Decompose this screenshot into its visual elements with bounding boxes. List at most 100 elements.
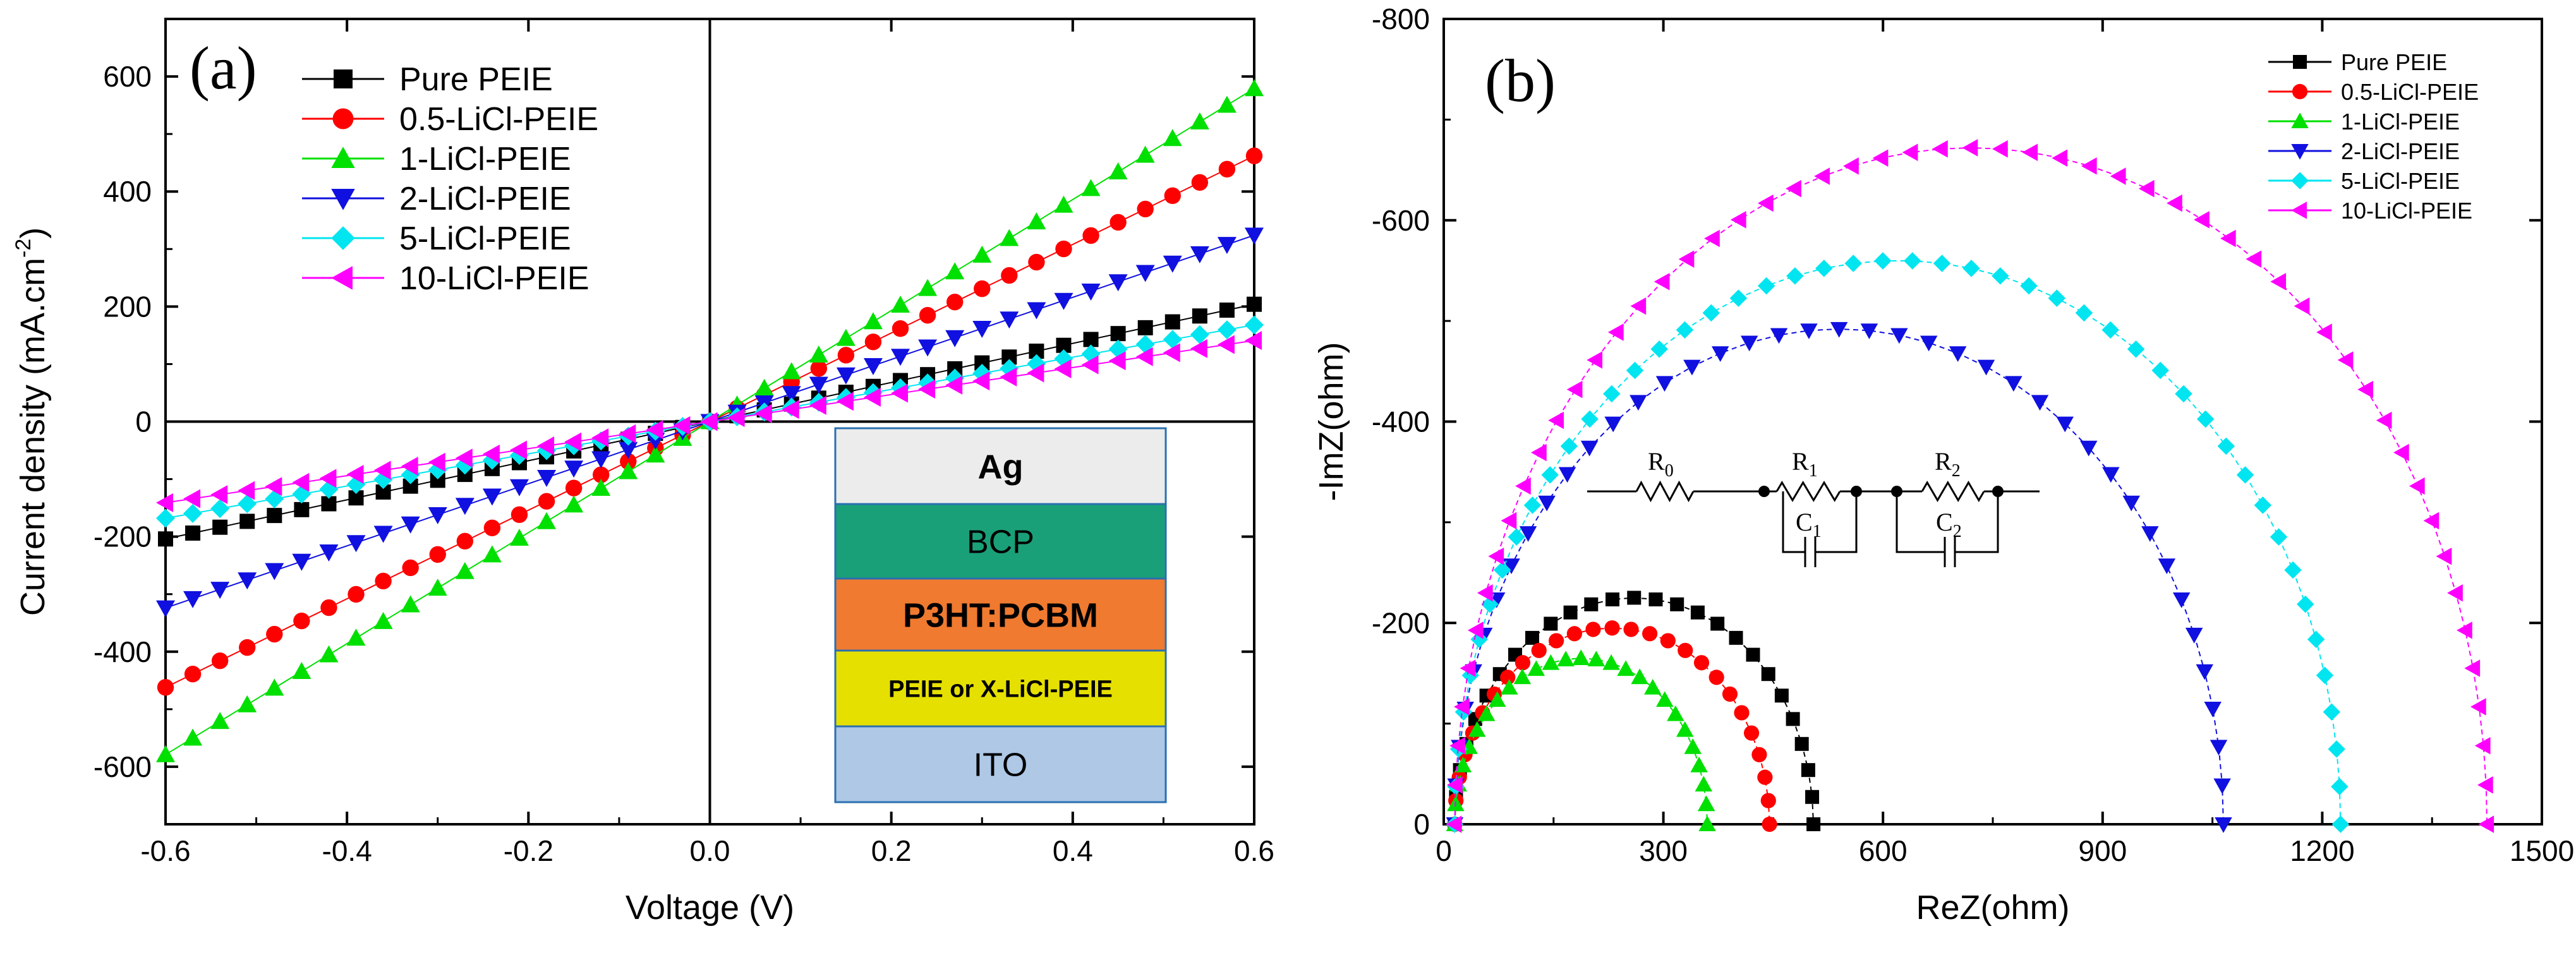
data-point (564, 460, 584, 478)
data-point (509, 440, 527, 460)
legend-label: 1-LiCl-PEIE (399, 141, 571, 177)
legend-marker (331, 226, 355, 250)
layer-label: BCP (967, 524, 1034, 561)
data-point (428, 507, 447, 525)
data-point (482, 488, 502, 506)
data-point (1890, 328, 1908, 344)
data-point (1655, 376, 1674, 392)
label-r1-base: R (1792, 447, 1809, 476)
data-point (972, 320, 992, 338)
data-point (1933, 255, 1951, 272)
data-point (1644, 678, 1662, 695)
data-point (1137, 320, 1153, 335)
data-point (646, 445, 665, 463)
data-point (565, 479, 583, 496)
data-point (185, 525, 201, 541)
data-point (1746, 647, 1760, 662)
data-point (2213, 778, 2231, 795)
data-point (2048, 289, 2066, 307)
data-point (2436, 548, 2452, 565)
data-point (1488, 548, 1504, 565)
data-point (892, 320, 909, 337)
y-tick-label: 400 (103, 175, 152, 208)
legend-marker (2293, 55, 2307, 69)
data-point (1604, 416, 1622, 433)
data-point (1544, 616, 1558, 631)
series-1-licl-peie (1446, 649, 1716, 831)
data-point (293, 612, 310, 630)
data-point (1108, 162, 1128, 180)
data-point (2079, 440, 2098, 457)
data-point (1217, 95, 1237, 113)
data-point (1902, 143, 1918, 161)
data-point (1602, 654, 1620, 670)
data-point (2075, 304, 2093, 322)
data-point (1488, 691, 1506, 707)
data-point (292, 553, 311, 571)
x-tick-label: 1500 (2510, 834, 2574, 867)
y-axis-title-end: ) (14, 227, 52, 239)
data-point (1572, 649, 1590, 666)
legend-marker (2291, 144, 2309, 160)
data-point (2236, 466, 2254, 484)
data-point (238, 481, 255, 500)
data-point (2477, 776, 2493, 794)
data-point (1477, 705, 1496, 721)
data-point (184, 666, 202, 683)
data-point (1722, 686, 1738, 702)
series-0-5-licl-peie (1447, 620, 1777, 832)
data-point (1082, 227, 1099, 244)
y-axis-title-superscript: -2 (11, 239, 35, 258)
layer-label: ITO (974, 747, 1028, 784)
data-point (591, 451, 611, 469)
data-point (482, 545, 502, 563)
x-tick-label: 0.2 (871, 834, 912, 867)
data-point (1627, 591, 1642, 605)
label-c2-base: C (1936, 508, 1953, 536)
panel-a-chart: -0.6 -0.4 -0.2 0.0 0.2 0.4 0.6 -600 -400 -200 0 200… (11, 18, 1274, 927)
series-10-licl-peie (156, 331, 1262, 512)
data-point (1650, 340, 1668, 358)
data-point (1729, 630, 1743, 645)
data-point (1027, 302, 1046, 320)
data-point (593, 466, 610, 483)
layer-bcp (834, 503, 1167, 580)
data-point (2464, 659, 2481, 677)
label-r2-base: R (1935, 447, 1952, 476)
data-point (156, 600, 175, 618)
data-point (402, 559, 419, 577)
data-point (1217, 335, 1235, 354)
data-point (1054, 195, 1073, 213)
data-point (1729, 289, 1748, 307)
data-point (319, 544, 339, 562)
data-point (1500, 678, 1518, 695)
legend-marker (2291, 201, 2307, 219)
label-c1: C1 (1796, 508, 1822, 541)
data-point (1786, 712, 1800, 726)
legend-label: 1-LiCl-PEIE (2341, 109, 2460, 135)
data-point (455, 562, 475, 579)
data-point (211, 652, 229, 670)
data-point (1774, 688, 1789, 703)
data-point (891, 383, 909, 403)
label-r2: R2 (1935, 447, 1961, 481)
data-point (2246, 250, 2262, 268)
data-point (809, 376, 828, 394)
legend-label: 5-LiCl-PEIE (399, 220, 571, 257)
data-point (1800, 323, 1818, 340)
label-c1-subscript: 1 (1813, 522, 1822, 541)
data-point (346, 535, 366, 553)
data-point (1734, 705, 1750, 721)
label-r0: R0 (1648, 447, 1674, 481)
series-2-licl-peie (156, 227, 1264, 618)
y-tick-label: -600 (1372, 204, 1430, 237)
data-point (1805, 790, 1820, 804)
data-point (1527, 660, 1545, 676)
data-point (401, 516, 420, 534)
legend-marker (334, 69, 353, 88)
label-c2-subscript: 2 (1953, 522, 1962, 541)
label-r0-subscript: 0 (1665, 461, 1674, 481)
y-axis-title-main: Current density (mA.cm (14, 258, 52, 616)
